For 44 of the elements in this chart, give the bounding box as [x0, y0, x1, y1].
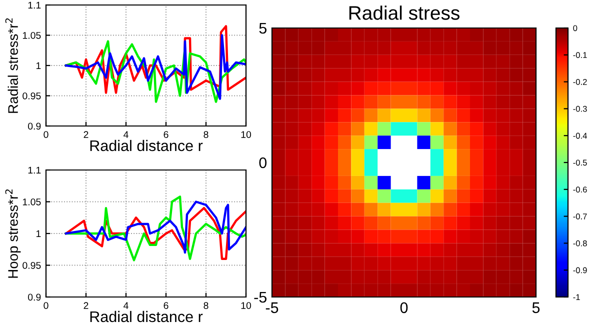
y-tick-label: 1 [36, 62, 41, 70]
x-tick-label: 6 [164, 131, 168, 138]
chart-title: Radial stress [349, 6, 460, 20]
color-bar-label: 0 [573, 25, 578, 32]
color-bar-label: -0.8 [573, 240, 587, 246]
x-tick-label: 2 [84, 131, 88, 138]
x-tick-label: 4 [124, 131, 128, 138]
x-tick-label: 2 [84, 302, 88, 309]
y-axis-title: Hoop stress*r$^{2}$ [5, 189, 21, 278]
x-tick-label: 0 [44, 302, 48, 309]
x-tick-label: 0 [400, 302, 408, 314]
y-tick-label: 1.05 [22, 32, 41, 39]
y-tick-label: 5 [259, 23, 266, 34]
y-tick-label: 0.9 [28, 294, 41, 301]
x-tick-label: 6 [164, 302, 168, 309]
color-bar-label: -1 [573, 294, 580, 300]
y-axis-title: Radial stress*r$^{2}$ [5, 18, 18, 113]
color-bar-label: -0.4 [573, 132, 587, 139]
x-axis-title: Radial distance r [90, 310, 203, 322]
color-bar-label: -0.6 [573, 186, 587, 192]
x-tick-label: 5 [532, 302, 540, 314]
color-bar-label: -0.3 [573, 106, 587, 112]
y-tick-label: 1.05 [22, 198, 41, 206]
y-tick-label: 1 [36, 230, 41, 238]
x-tick-label: 0 [44, 131, 48, 138]
y-tick-label: 0.9 [28, 122, 41, 130]
y-tick-label: 0 [259, 157, 267, 168]
x-tick-label: 10 [241, 302, 252, 309]
x-tick-label: 8 [204, 131, 208, 138]
color-bar-label: -0.9 [573, 267, 587, 274]
y-tick-label: 0.95 [22, 92, 41, 100]
x-tick-label: 8 [204, 302, 208, 309]
color-bar-label: -0.7 [573, 214, 587, 220]
y-tick-label: 1.1 [28, 166, 41, 174]
x-tick-label: 10 [241, 131, 252, 138]
color-bar-label: -0.1 [573, 52, 587, 58]
line-series [64, 200, 246, 254]
y-tick-label: 0.95 [22, 262, 41, 269]
color-bar-label: -0.2 [573, 79, 587, 85]
color-bar-label: -0.5 [573, 160, 587, 166]
x-tick-label: 4 [124, 302, 128, 309]
y-tick-label: 1.1 [28, 2, 41, 9]
line-series [64, 206, 246, 260]
x-axis-title: Radial distance r [90, 140, 203, 152]
